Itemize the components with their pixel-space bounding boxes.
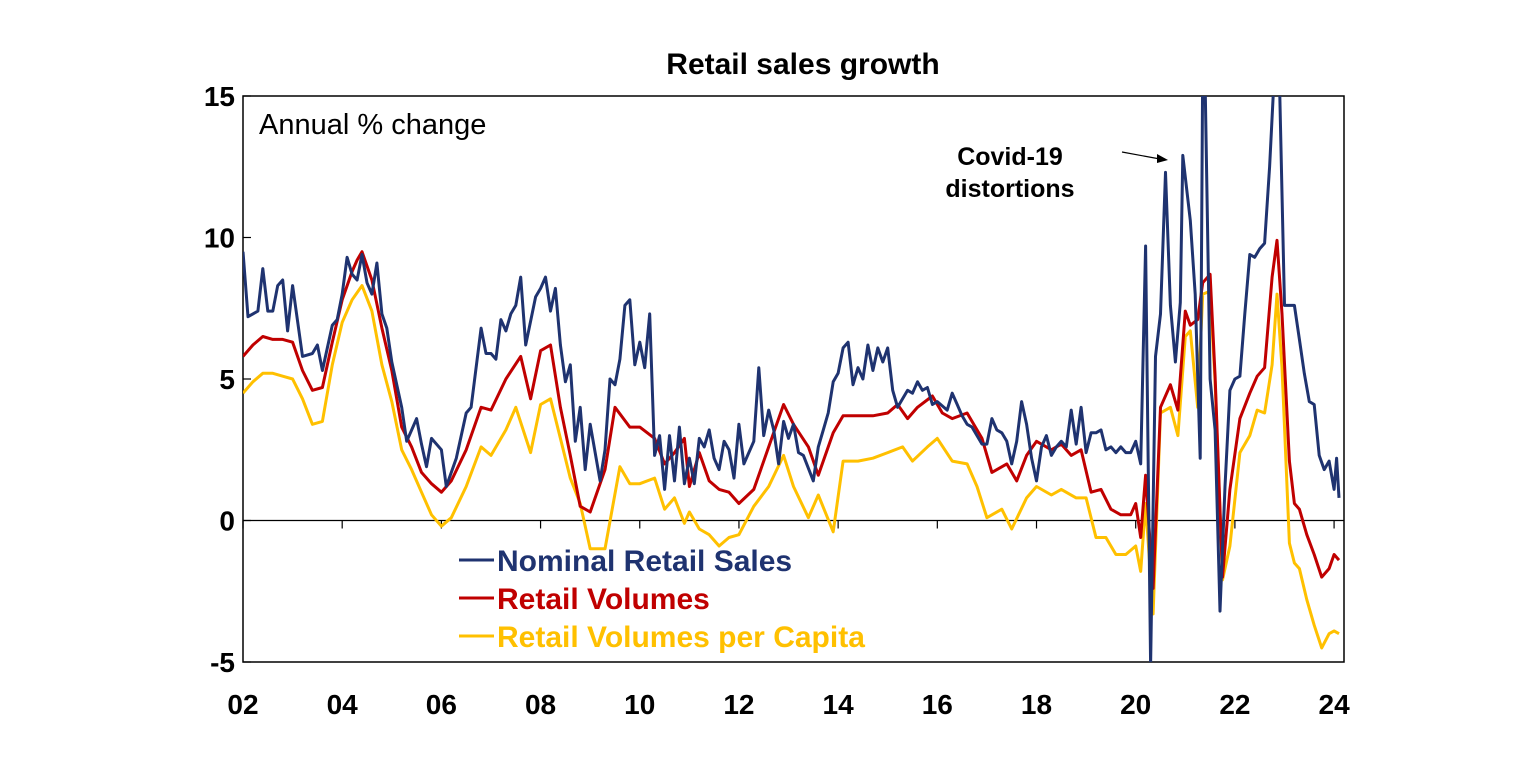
x-tick-label: 12 — [723, 689, 754, 720]
y-tick-label: 15 — [204, 81, 235, 112]
y-tick-label: 0 — [219, 506, 235, 537]
x-tick-label: 20 — [1120, 689, 1151, 720]
annotation-arrowhead — [1157, 154, 1168, 163]
annotation-line-2: distortions — [945, 175, 1074, 203]
y-tick-label: -5 — [210, 647, 235, 678]
plot-area — [242, 95, 1345, 663]
annotation-arrow-line — [1121, 151, 1161, 160]
x-tick-label: 18 — [1021, 689, 1052, 720]
x-tick-label: 10 — [624, 689, 655, 720]
x-tick-label: 22 — [1219, 689, 1250, 720]
y-tick-label: 5 — [219, 364, 235, 395]
x-tick-label: 06 — [426, 689, 457, 720]
series-line-volumes — [243, 238, 1341, 590]
chart-subtitle: Annual % change — [259, 109, 486, 141]
x-tick-label: 14 — [823, 689, 855, 720]
legend-label-volumes: Retail Volumes — [497, 583, 710, 616]
covid-annotation: Covid-19 distortions — [945, 143, 1168, 203]
x-tick-label: 04 — [327, 689, 359, 720]
y-axis-ticks: -5 0 5 10 15 — [204, 81, 251, 678]
x-tick-label: 16 — [922, 689, 953, 720]
x-tick-label: 24 — [1319, 689, 1351, 720]
legend-label-nominal: Nominal Retail Sales — [497, 545, 792, 578]
x-tick-label: 08 — [525, 689, 556, 720]
y-tick-label: 10 — [204, 223, 235, 254]
annotation-line-1: Covid-19 — [957, 143, 1063, 171]
x-tick-label: 02 — [227, 689, 258, 720]
chart-title: Retail sales growth — [666, 48, 939, 81]
legend: Nominal Retail Sales Retail Volumes Reta… — [459, 545, 865, 654]
x-axis-ticks: 02 04 06 08 10 12 14 16 18 20 22 24 — [227, 520, 1351, 720]
series-lines — [243, 96, 1341, 662]
legend-label-per-capita: Retail Volumes per Capita — [497, 621, 865, 654]
series-line-nominal — [243, 96, 1341, 662]
